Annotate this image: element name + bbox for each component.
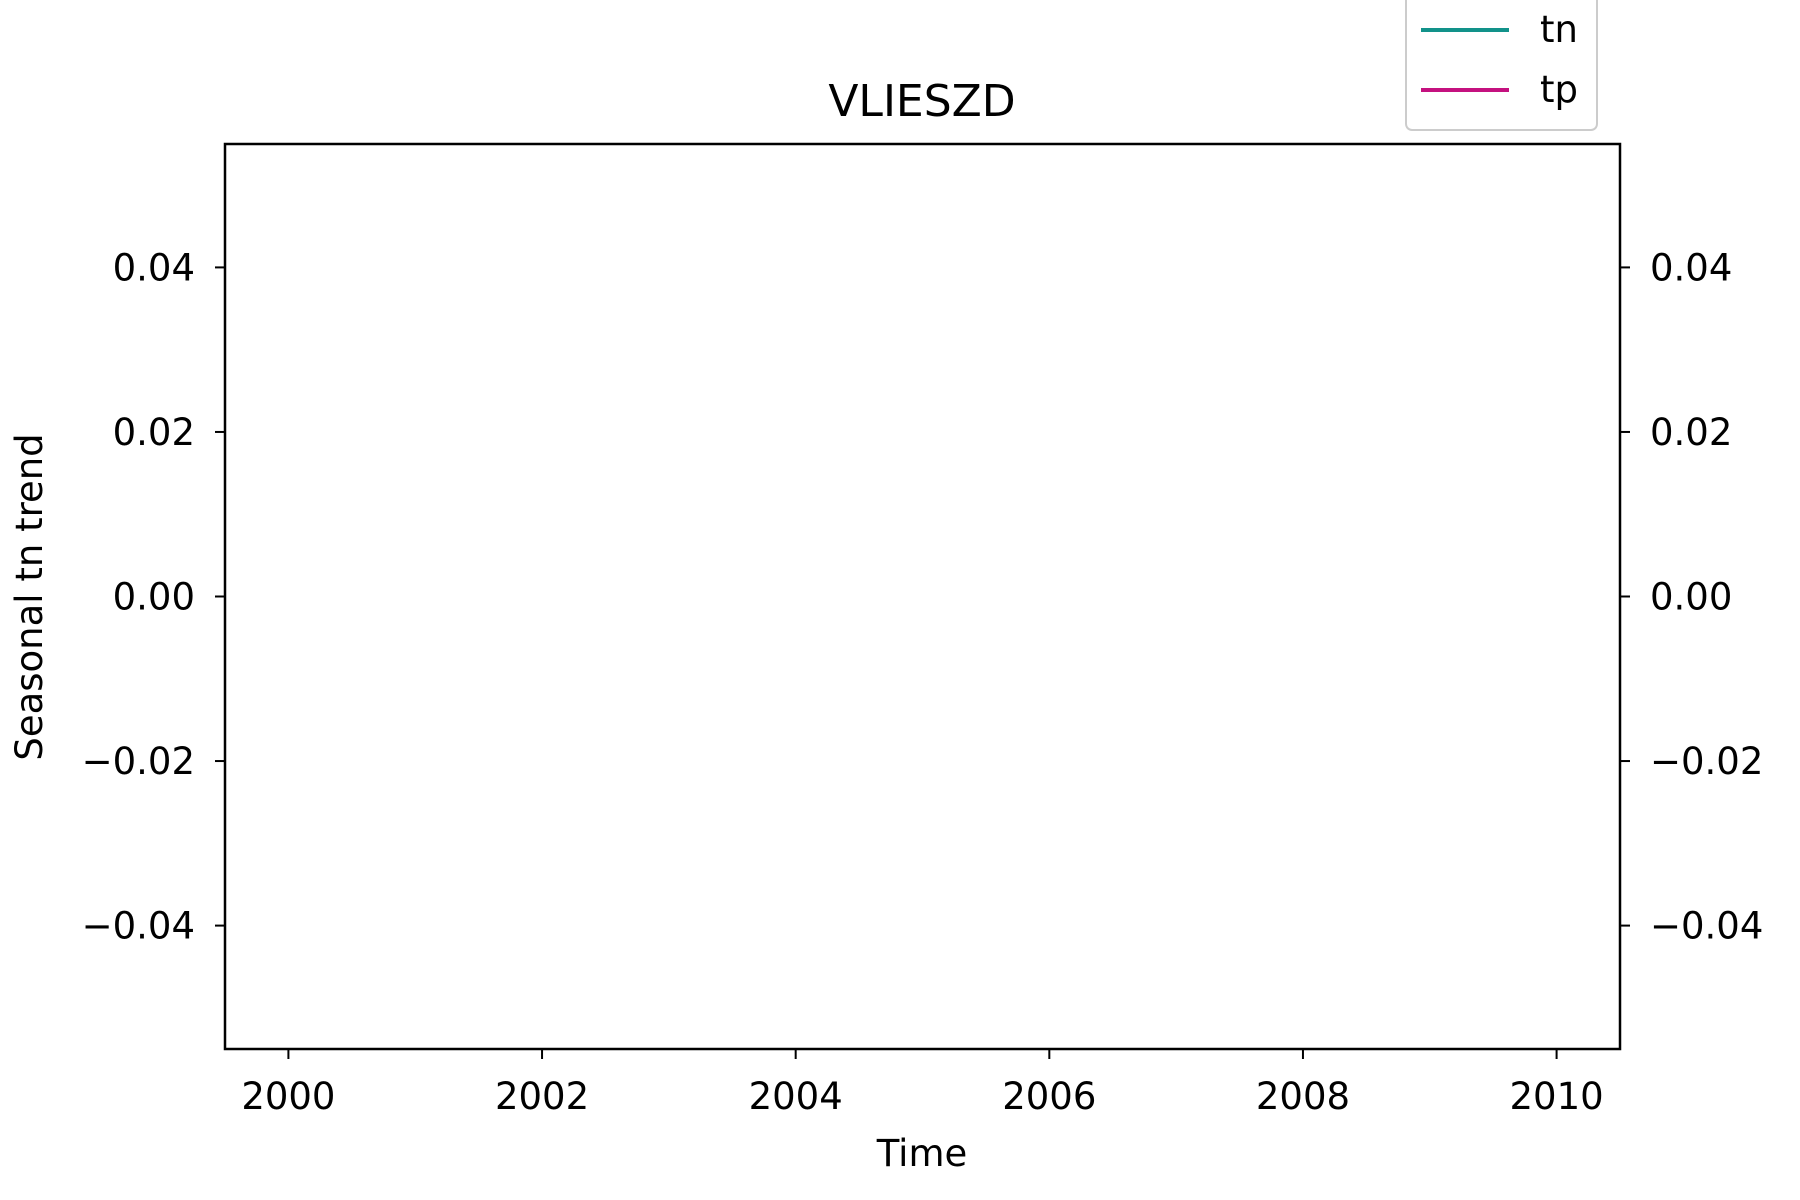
x-tick-label: 2010 — [1510, 1075, 1604, 1118]
x-tick-label: 2006 — [1002, 1075, 1096, 1118]
ticks-layer: 2000 2002 2004 2006 2008 2010 0.04 0.02 0.00 −0.0… — [82, 246, 1764, 1118]
y-tick-label: 0.04 — [113, 246, 195, 289]
legend-label-tn: tn — [1540, 8, 1578, 51]
y2-tick-label: 0.02 — [1650, 411, 1732, 454]
legend-box — [1405, 0, 1598, 131]
y-tick-label: −0.02 — [82, 740, 195, 783]
x-tick-label: 2004 — [749, 1075, 843, 1118]
y-tick-label: −0.04 — [82, 905, 195, 948]
y-tick-label: 0.02 — [113, 411, 195, 454]
y2-tick-label: 0.00 — [1650, 576, 1732, 619]
y-axis-label: Seasonal tn trend — [8, 433, 51, 760]
x-tick-label: 2008 — [1256, 1075, 1350, 1118]
x-tick-label: 2000 — [241, 1075, 335, 1118]
plot-area-frame — [223, 142, 1622, 1051]
chart-title: VLIESZD — [828, 76, 1015, 127]
y2-tick-label: 0.04 — [1650, 246, 1732, 289]
y-tick-label: 0.00 — [113, 576, 195, 619]
x-tick-label: 2002 — [495, 1075, 589, 1118]
legend-label-tp: tp — [1540, 68, 1578, 111]
y2-tick-label: −0.04 — [1650, 905, 1763, 948]
x-axis-label: Time — [876, 1132, 968, 1175]
legend: tn tp — [1405, 0, 1598, 131]
y2-tick-label: −0.02 — [1650, 740, 1763, 783]
